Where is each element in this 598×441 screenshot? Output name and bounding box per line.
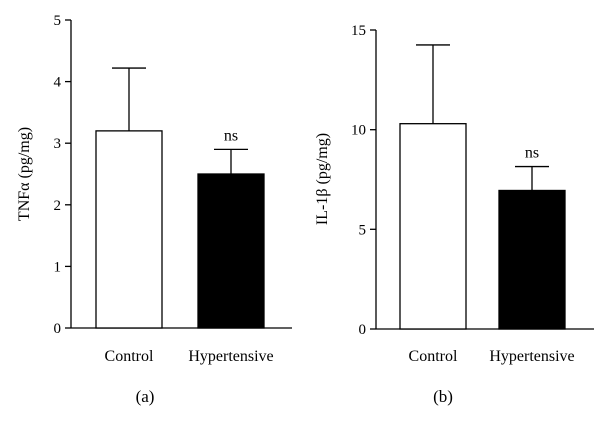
- bar-control: [95, 130, 163, 329]
- y-tick-label: 2: [54, 198, 62, 214]
- y-tick-label: 10: [351, 123, 366, 139]
- x-tick-label-control: Control: [105, 348, 154, 365]
- x-tick-label-hypertensive: Hypertensive: [489, 348, 574, 365]
- panel-label: (a): [136, 387, 155, 406]
- error-bar-hypertensive: [214, 148, 248, 174]
- significance-label: ns: [525, 145, 539, 162]
- bar-hypertensive: [197, 173, 265, 329]
- bar-control: [399, 123, 467, 330]
- y-tick-label: 0: [54, 321, 62, 337]
- y-tick-label: 0: [359, 322, 367, 338]
- y-tick-label: 3: [54, 136, 62, 152]
- x-tick-label-control: Control: [409, 348, 458, 365]
- error-bar-hypertensive: [515, 165, 549, 191]
- error-bar-control: [112, 67, 146, 131]
- y-axis-label: TNFα (pg/mg): [16, 127, 33, 221]
- bar-hypertensive: [498, 189, 566, 330]
- y-ticks: 0 5 10 15: [351, 23, 376, 338]
- panel-label: (b): [433, 387, 453, 406]
- y-tick-label: 15: [351, 23, 366, 39]
- y-tick-label: 5: [359, 222, 367, 238]
- x-tick-label-hypertensive: Hypertensive: [188, 348, 273, 365]
- y-tick-label: 1: [54, 259, 62, 275]
- y-axis-label: IL-1β (pg/mg): [314, 133, 331, 225]
- y-tick-label: 4: [54, 75, 62, 91]
- error-bar-control: [416, 44, 450, 124]
- y-ticks: 0 1 2 3 4 5: [54, 13, 71, 337]
- chart-panel-a: 0 1 2 3 4 5 ns Control Hypertensive TNFα…: [16, 13, 292, 406]
- y-tick-label: 5: [54, 13, 62, 29]
- significance-label: ns: [224, 127, 238, 144]
- chart-panel-b: 0 5 10 15 ns Control Hypertensive IL-1β …: [314, 23, 594, 406]
